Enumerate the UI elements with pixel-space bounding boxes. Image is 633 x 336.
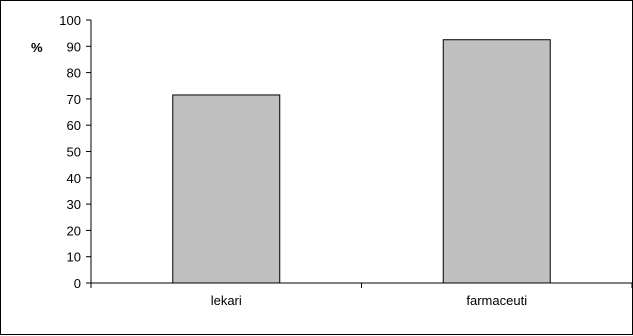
- y-tick-label: 70: [67, 92, 81, 107]
- x-tick-label: farmaceuti: [466, 293, 527, 308]
- y-tick-label: 30: [67, 197, 81, 212]
- y-tick-label: 50: [67, 145, 81, 160]
- bar-farmaceuti: [442, 39, 551, 284]
- y-tick-label: 90: [67, 39, 81, 54]
- bar-lekari: [172, 94, 281, 284]
- bars: [172, 39, 551, 284]
- y-tick-label: 20: [67, 223, 81, 238]
- y-axis-ticks: 0 10 20 30 40 50 60 70 80 90 100: [59, 13, 92, 291]
- y-axis-label: %: [31, 40, 43, 55]
- y-tick-label: 100: [59, 13, 81, 28]
- x-tick-label: lekari: [211, 293, 242, 308]
- y-tick-label: 60: [67, 118, 81, 133]
- x-axis: lekari farmaceuti: [90, 282, 633, 308]
- y-tick-label: 40: [67, 171, 81, 186]
- y-tick-label: 80: [67, 66, 81, 81]
- y-tick-label: 0: [74, 276, 81, 291]
- y-tick-label: 10: [67, 250, 81, 265]
